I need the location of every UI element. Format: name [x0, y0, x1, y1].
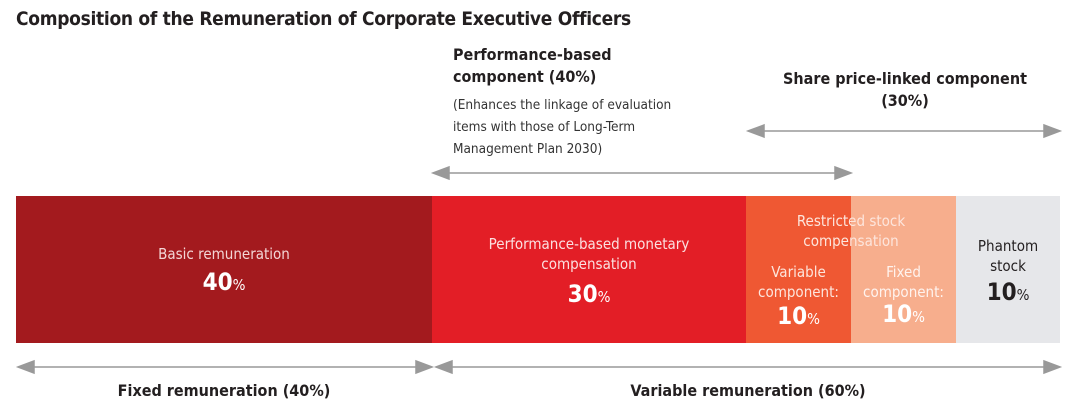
segment-restricted-fixed: [851, 196, 956, 343]
segment-basic: Basic remuneration 40%: [16, 196, 432, 343]
variable-component-label: Variable component:: [758, 263, 839, 301]
segment-label: Basic remuneration: [158, 245, 290, 263]
segment-label: Performance-based monetary compensation: [488, 235, 690, 273]
segment-phantom: Phantom stock 10%: [956, 196, 1060, 343]
share-arrow: [745, 123, 1063, 139]
note-line: Management Plan 2030): [453, 141, 603, 157]
restricted-stock-label: Restricted stock compensation: [796, 212, 906, 250]
segment-performance-monetary: Performance-based monetary compensation 3…: [432, 196, 746, 343]
note-line: items with those of Long-Term: [453, 119, 636, 135]
segment-value: 40%: [202, 268, 246, 296]
page-title: Composition of the Remuneration of Corpo…: [16, 8, 631, 30]
variable-remuneration-label: Variable remuneration (60%): [630, 381, 866, 400]
fixed-component-value: 10%: [882, 300, 925, 328]
fixed-remuneration-label: Fixed remuneration (40%): [117, 381, 331, 400]
performance-header-line1: Performance-based: [453, 45, 612, 64]
performance-note: (Enhances the linkage of evaluation item…: [453, 94, 671, 160]
variable-component-value: 10%: [777, 302, 820, 330]
segment-value: 10%: [986, 278, 1030, 306]
share-header-line2: (30%): [881, 91, 929, 110]
segment-value: 30%: [567, 280, 611, 308]
variable-arrow: [433, 359, 1063, 375]
share-header-line1: Share price-linked component: [783, 69, 1027, 88]
share-header: Share price-linked component (30%): [750, 68, 1060, 112]
performance-header: Performance-based component (40%): [453, 44, 612, 88]
segment-restricted-variable: [746, 196, 851, 343]
fixed-component-label: Fixed component:: [863, 263, 944, 301]
fixed-arrow: [15, 359, 435, 375]
performance-header-line2: component (40%): [453, 67, 597, 86]
note-line: (Enhances the linkage of evaluation: [453, 97, 672, 113]
segment-label: Phantom stock: [977, 237, 1039, 275]
performance-arrow: [430, 165, 854, 181]
